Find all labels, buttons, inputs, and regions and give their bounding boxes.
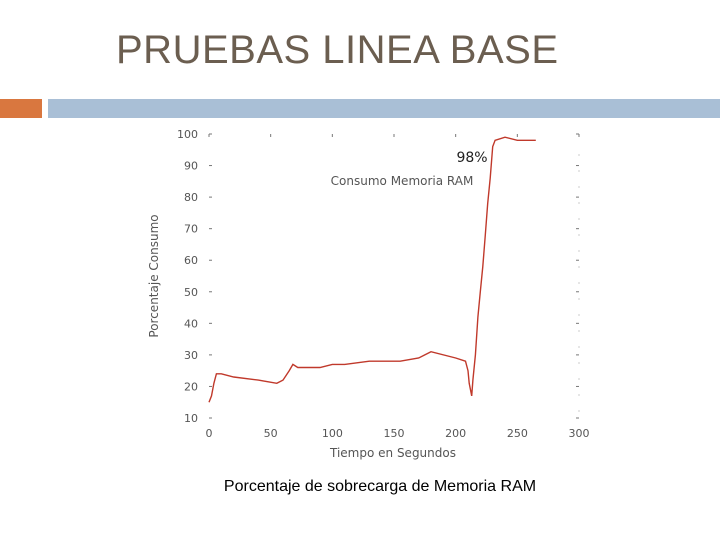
title-accent-bar-orange <box>0 99 42 118</box>
x-tick-label: 200 <box>445 427 466 440</box>
y-tick-label: 60 <box>184 254 198 267</box>
y-tick-label: 50 <box>184 286 198 299</box>
y-tick-label: 10 <box>184 412 198 425</box>
y-axis-label: Porcentaje Consumo <box>147 214 161 337</box>
x-axis-label: Tiempo en Segundos <box>329 446 456 460</box>
chart-caption: Porcentaje de sobrecarga de Memoria RAM <box>223 478 537 495</box>
y-tick-label: 30 <box>184 349 198 362</box>
x-tick-label: 0 <box>206 427 213 440</box>
y-tick-label: 70 <box>184 223 198 236</box>
title-accent-bar-blue <box>48 99 720 118</box>
slide-title: PRUEBAS LINEA BASE <box>116 28 559 72</box>
y-tick-label: 100 <box>177 128 198 141</box>
series-line-ram <box>208 136 536 403</box>
x-tick-label: 300 <box>569 427 590 440</box>
x-tick-label: 100 <box>322 427 343 440</box>
x-tick-label: 150 <box>384 427 405 440</box>
y-tick-label: 40 <box>184 317 198 330</box>
chart-title: Consumo Memoria RAM <box>331 174 474 188</box>
y-axis: 10 20 30 40 50 60 70 80 90 100 <box>177 128 212 425</box>
x-tick-label: 50 <box>264 427 278 440</box>
y-tick-label: 20 <box>184 380 198 393</box>
x-axis: 0 50 100 150 200 250 300 <box>206 427 590 440</box>
x-tick-label: 250 <box>507 427 528 440</box>
y-tick-label: 80 <box>184 191 198 204</box>
top-axis-ticks <box>208 134 580 137</box>
ram-consumption-chart: 10 20 30 40 50 60 70 80 90 100 0 50 100 150 200 250 300… <box>140 118 600 470</box>
peak-annotation: 98% <box>456 150 487 166</box>
chart-background <box>140 118 600 470</box>
y-tick-label: 90 <box>184 160 198 173</box>
